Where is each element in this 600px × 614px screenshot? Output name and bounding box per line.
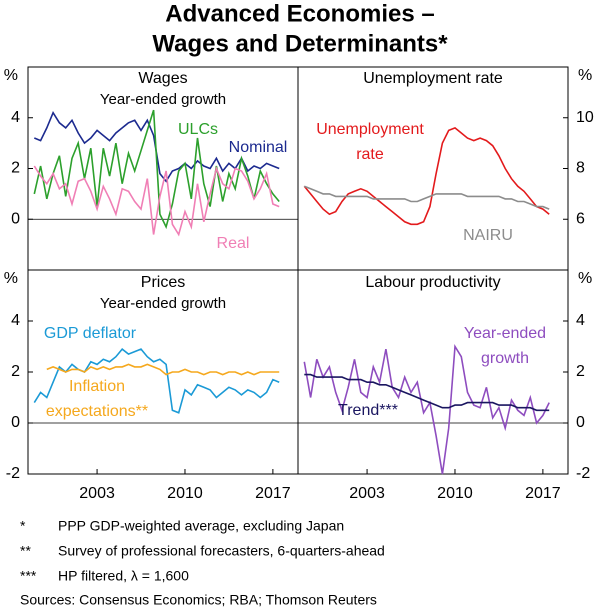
chart-title: Advanced Economies – bbox=[165, 0, 434, 27]
series-line bbox=[304, 373, 550, 412]
series-label: Real bbox=[217, 235, 250, 252]
y-tick-label: 0 bbox=[11, 414, 20, 431]
unit-label: % bbox=[578, 270, 592, 287]
chart-title: Wages and Determinants* bbox=[152, 30, 448, 57]
x-tick-label: 2010 bbox=[167, 485, 203, 502]
series-label: GDP deflator bbox=[44, 325, 137, 342]
sources: Sources: Consensus Economics; RBA; Thoms… bbox=[20, 592, 377, 608]
x-tick-label: 2010 bbox=[437, 485, 473, 502]
panel-subtitle: Year-ended growth bbox=[100, 295, 226, 312]
x-tick-label: 2017 bbox=[255, 485, 291, 502]
note-text: HP filtered, λ = 1,600 bbox=[58, 568, 189, 584]
y-tick-label: -2 bbox=[576, 465, 590, 482]
y-tick-label: 6 bbox=[576, 210, 585, 227]
note-text: Survey of professional forecasters, 6-qu… bbox=[58, 543, 385, 559]
series-line bbox=[33, 165, 280, 237]
y-tick-label: 8 bbox=[576, 160, 585, 177]
panel-title: Prices bbox=[141, 274, 185, 291]
y-tick-label: 4 bbox=[11, 312, 20, 329]
y-tick-label: 0 bbox=[11, 210, 20, 227]
panel-subtitle: Year-ended growth bbox=[100, 91, 226, 108]
series-line bbox=[46, 363, 280, 376]
x-tick-label: 2003 bbox=[349, 485, 385, 502]
note-marker: * bbox=[20, 518, 26, 534]
panel-title: Unemployment rate bbox=[363, 70, 503, 87]
series-line bbox=[33, 347, 280, 414]
y-tick-label: -2 bbox=[6, 465, 20, 482]
y-tick-label: 0 bbox=[576, 414, 585, 431]
panel-title: Wages bbox=[138, 70, 187, 87]
unit-label: % bbox=[4, 67, 18, 84]
series-label: Trend*** bbox=[338, 402, 398, 419]
unit-label: % bbox=[578, 67, 592, 84]
series-label: ULCs bbox=[178, 121, 218, 138]
series-label: Nominal bbox=[229, 139, 288, 156]
y-tick-label: 4 bbox=[11, 109, 20, 126]
series-line bbox=[303, 126, 550, 226]
series-label: Year-ended growth bbox=[464, 325, 546, 367]
series-line bbox=[303, 343, 550, 475]
series-label: Unemployment rate bbox=[316, 121, 424, 163]
y-tick-label: 2 bbox=[11, 363, 20, 380]
note-text: PPP GDP-weighted average, excluding Japa… bbox=[58, 518, 344, 534]
y-tick-label: 2 bbox=[11, 160, 20, 177]
y-tick-label: 4 bbox=[576, 312, 585, 329]
series-line bbox=[33, 109, 280, 230]
y-tick-label: 2 bbox=[576, 363, 585, 380]
series-label: NAIRU bbox=[463, 227, 513, 244]
series-label: Inflation expectations** bbox=[46, 378, 148, 420]
series-line bbox=[304, 185, 550, 210]
note-marker: ** bbox=[20, 543, 31, 559]
x-tick-label: 2017 bbox=[525, 485, 561, 502]
panel-title: Labour productivity bbox=[365, 274, 500, 291]
note-marker: *** bbox=[20, 568, 37, 584]
x-tick-label: 2003 bbox=[79, 485, 115, 502]
y-tick-label: 10 bbox=[576, 109, 594, 126]
unit-label: % bbox=[4, 270, 18, 287]
